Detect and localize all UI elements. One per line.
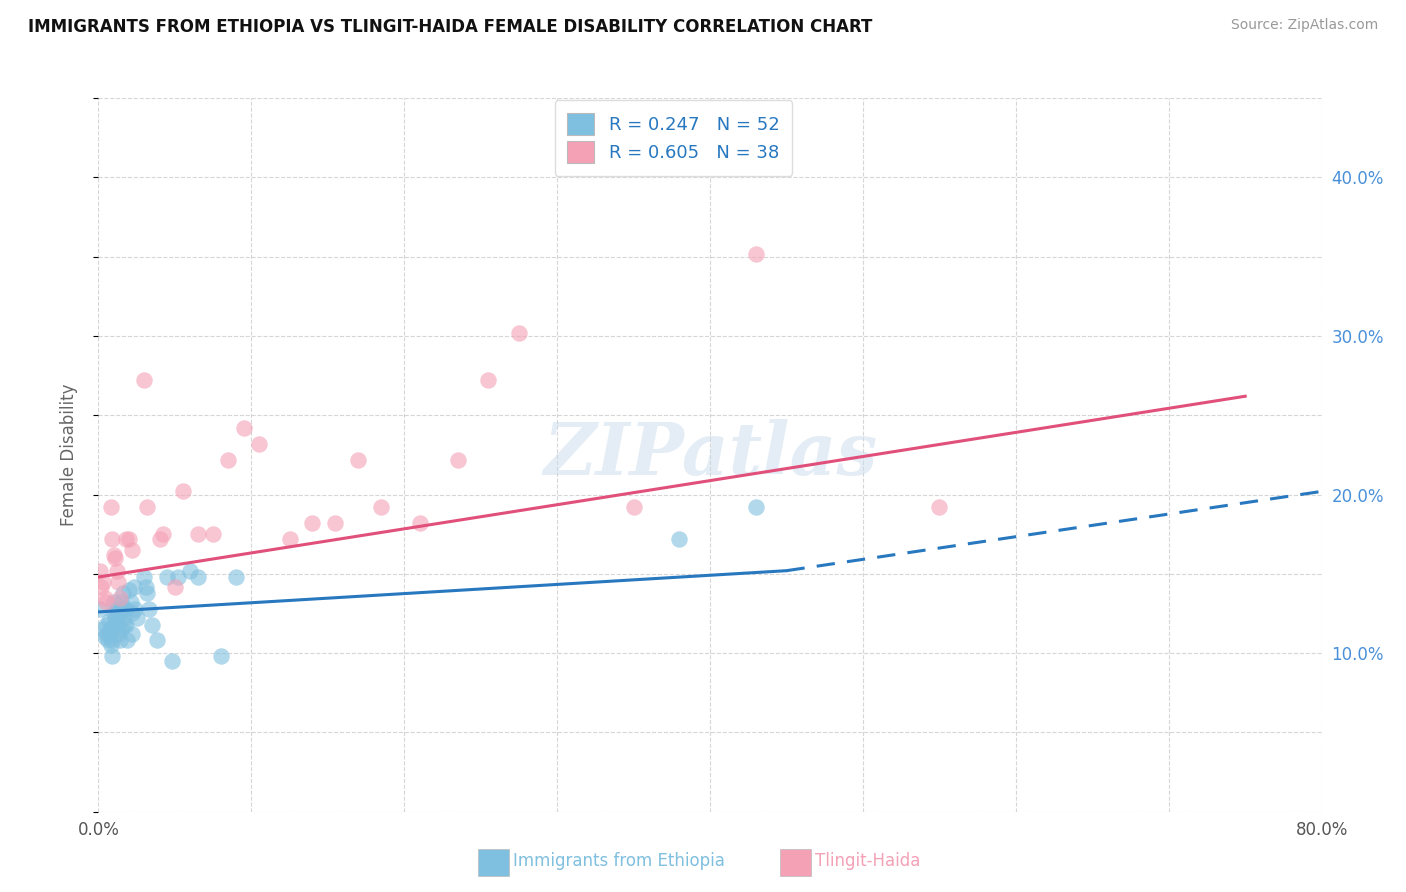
- Point: [93, 591, 115, 605]
- Point: [347, 452, 370, 467]
- Point: [145, 633, 167, 648]
- Point: [118, 582, 141, 597]
- Point: [91, 574, 114, 589]
- Point: [156, 570, 179, 584]
- Point: [187, 570, 209, 584]
- Point: [138, 601, 160, 615]
- Point: [668, 532, 690, 546]
- Point: [105, 564, 128, 578]
- Point: [301, 516, 323, 530]
- Point: [103, 548, 125, 562]
- Point: [217, 452, 239, 467]
- Point: [107, 574, 129, 589]
- Point: [97, 633, 120, 648]
- Point: [100, 623, 122, 637]
- Point: [745, 246, 768, 260]
- Point: [91, 623, 114, 637]
- Point: [508, 326, 530, 340]
- Text: Immigrants from Ethiopia: Immigrants from Ethiopia: [513, 852, 725, 870]
- Point: [101, 532, 124, 546]
- Point: [187, 527, 209, 541]
- Point: [104, 617, 127, 632]
- Text: ZIPatlas: ZIPatlas: [543, 419, 877, 491]
- Point: [105, 617, 128, 632]
- Point: [100, 638, 122, 652]
- Point: [115, 532, 138, 546]
- Point: [103, 607, 125, 621]
- Point: [149, 532, 172, 546]
- Point: [408, 516, 430, 530]
- Point: [117, 633, 139, 648]
- Point: [134, 373, 156, 387]
- Point: [623, 500, 645, 515]
- Point: [98, 627, 121, 641]
- Point: [94, 595, 117, 609]
- Point: [111, 586, 134, 600]
- Point: [121, 543, 143, 558]
- Point: [118, 532, 141, 546]
- Point: [928, 500, 950, 515]
- Point: [108, 633, 131, 648]
- Point: [247, 437, 270, 451]
- Point: [110, 623, 132, 637]
- Point: [124, 601, 146, 615]
- Point: [112, 617, 135, 632]
- Point: [745, 500, 768, 515]
- Point: [370, 500, 392, 515]
- Point: [93, 630, 115, 644]
- Point: [98, 615, 121, 629]
- Point: [136, 586, 159, 600]
- Point: [121, 627, 143, 641]
- Point: [108, 591, 131, 605]
- Point: [107, 627, 129, 641]
- Point: [89, 564, 111, 578]
- Point: [105, 601, 128, 615]
- Point: [115, 601, 138, 615]
- Point: [225, 570, 247, 584]
- Point: [103, 595, 125, 609]
- Point: [179, 564, 201, 578]
- Point: [447, 452, 470, 467]
- Point: [101, 649, 124, 664]
- Point: [477, 373, 499, 387]
- Point: [134, 570, 156, 584]
- Text: IMMIGRANTS FROM ETHIOPIA VS TLINGIT-HAIDA FEMALE DISABILITY CORRELATION CHART: IMMIGRANTS FROM ETHIOPIA VS TLINGIT-HAID…: [28, 18, 873, 36]
- Point: [104, 551, 127, 566]
- Point: [115, 617, 138, 632]
- Point: [101, 633, 124, 648]
- Point: [122, 580, 145, 594]
- Point: [110, 595, 132, 609]
- Point: [94, 617, 117, 632]
- Point: [121, 607, 143, 621]
- Point: [135, 580, 157, 594]
- Point: [112, 611, 135, 625]
- Point: [160, 654, 183, 668]
- Point: [141, 617, 163, 632]
- Point: [152, 527, 174, 541]
- Point: [125, 611, 148, 625]
- Point: [278, 532, 301, 546]
- Point: [167, 570, 190, 584]
- Text: Source: ZipAtlas.com: Source: ZipAtlas.com: [1230, 18, 1378, 32]
- Point: [163, 580, 186, 594]
- Point: [100, 500, 122, 515]
- Point: [202, 527, 225, 541]
- Point: [209, 649, 232, 664]
- Point: [136, 500, 159, 515]
- Point: [232, 421, 254, 435]
- Point: [107, 607, 129, 621]
- Y-axis label: Female Disability: Female Disability: [59, 384, 77, 526]
- Point: [111, 601, 134, 615]
- Point: [89, 601, 111, 615]
- Point: [94, 627, 117, 641]
- Point: [90, 580, 112, 594]
- Point: [325, 516, 347, 530]
- Point: [172, 484, 194, 499]
- Legend: R = 0.247   N = 52, R = 0.605   N = 38: R = 0.247 N = 52, R = 0.605 N = 38: [554, 100, 792, 176]
- Point: [104, 611, 127, 625]
- Text: Tlingit-Haida: Tlingit-Haida: [815, 852, 921, 870]
- Point: [120, 595, 142, 609]
